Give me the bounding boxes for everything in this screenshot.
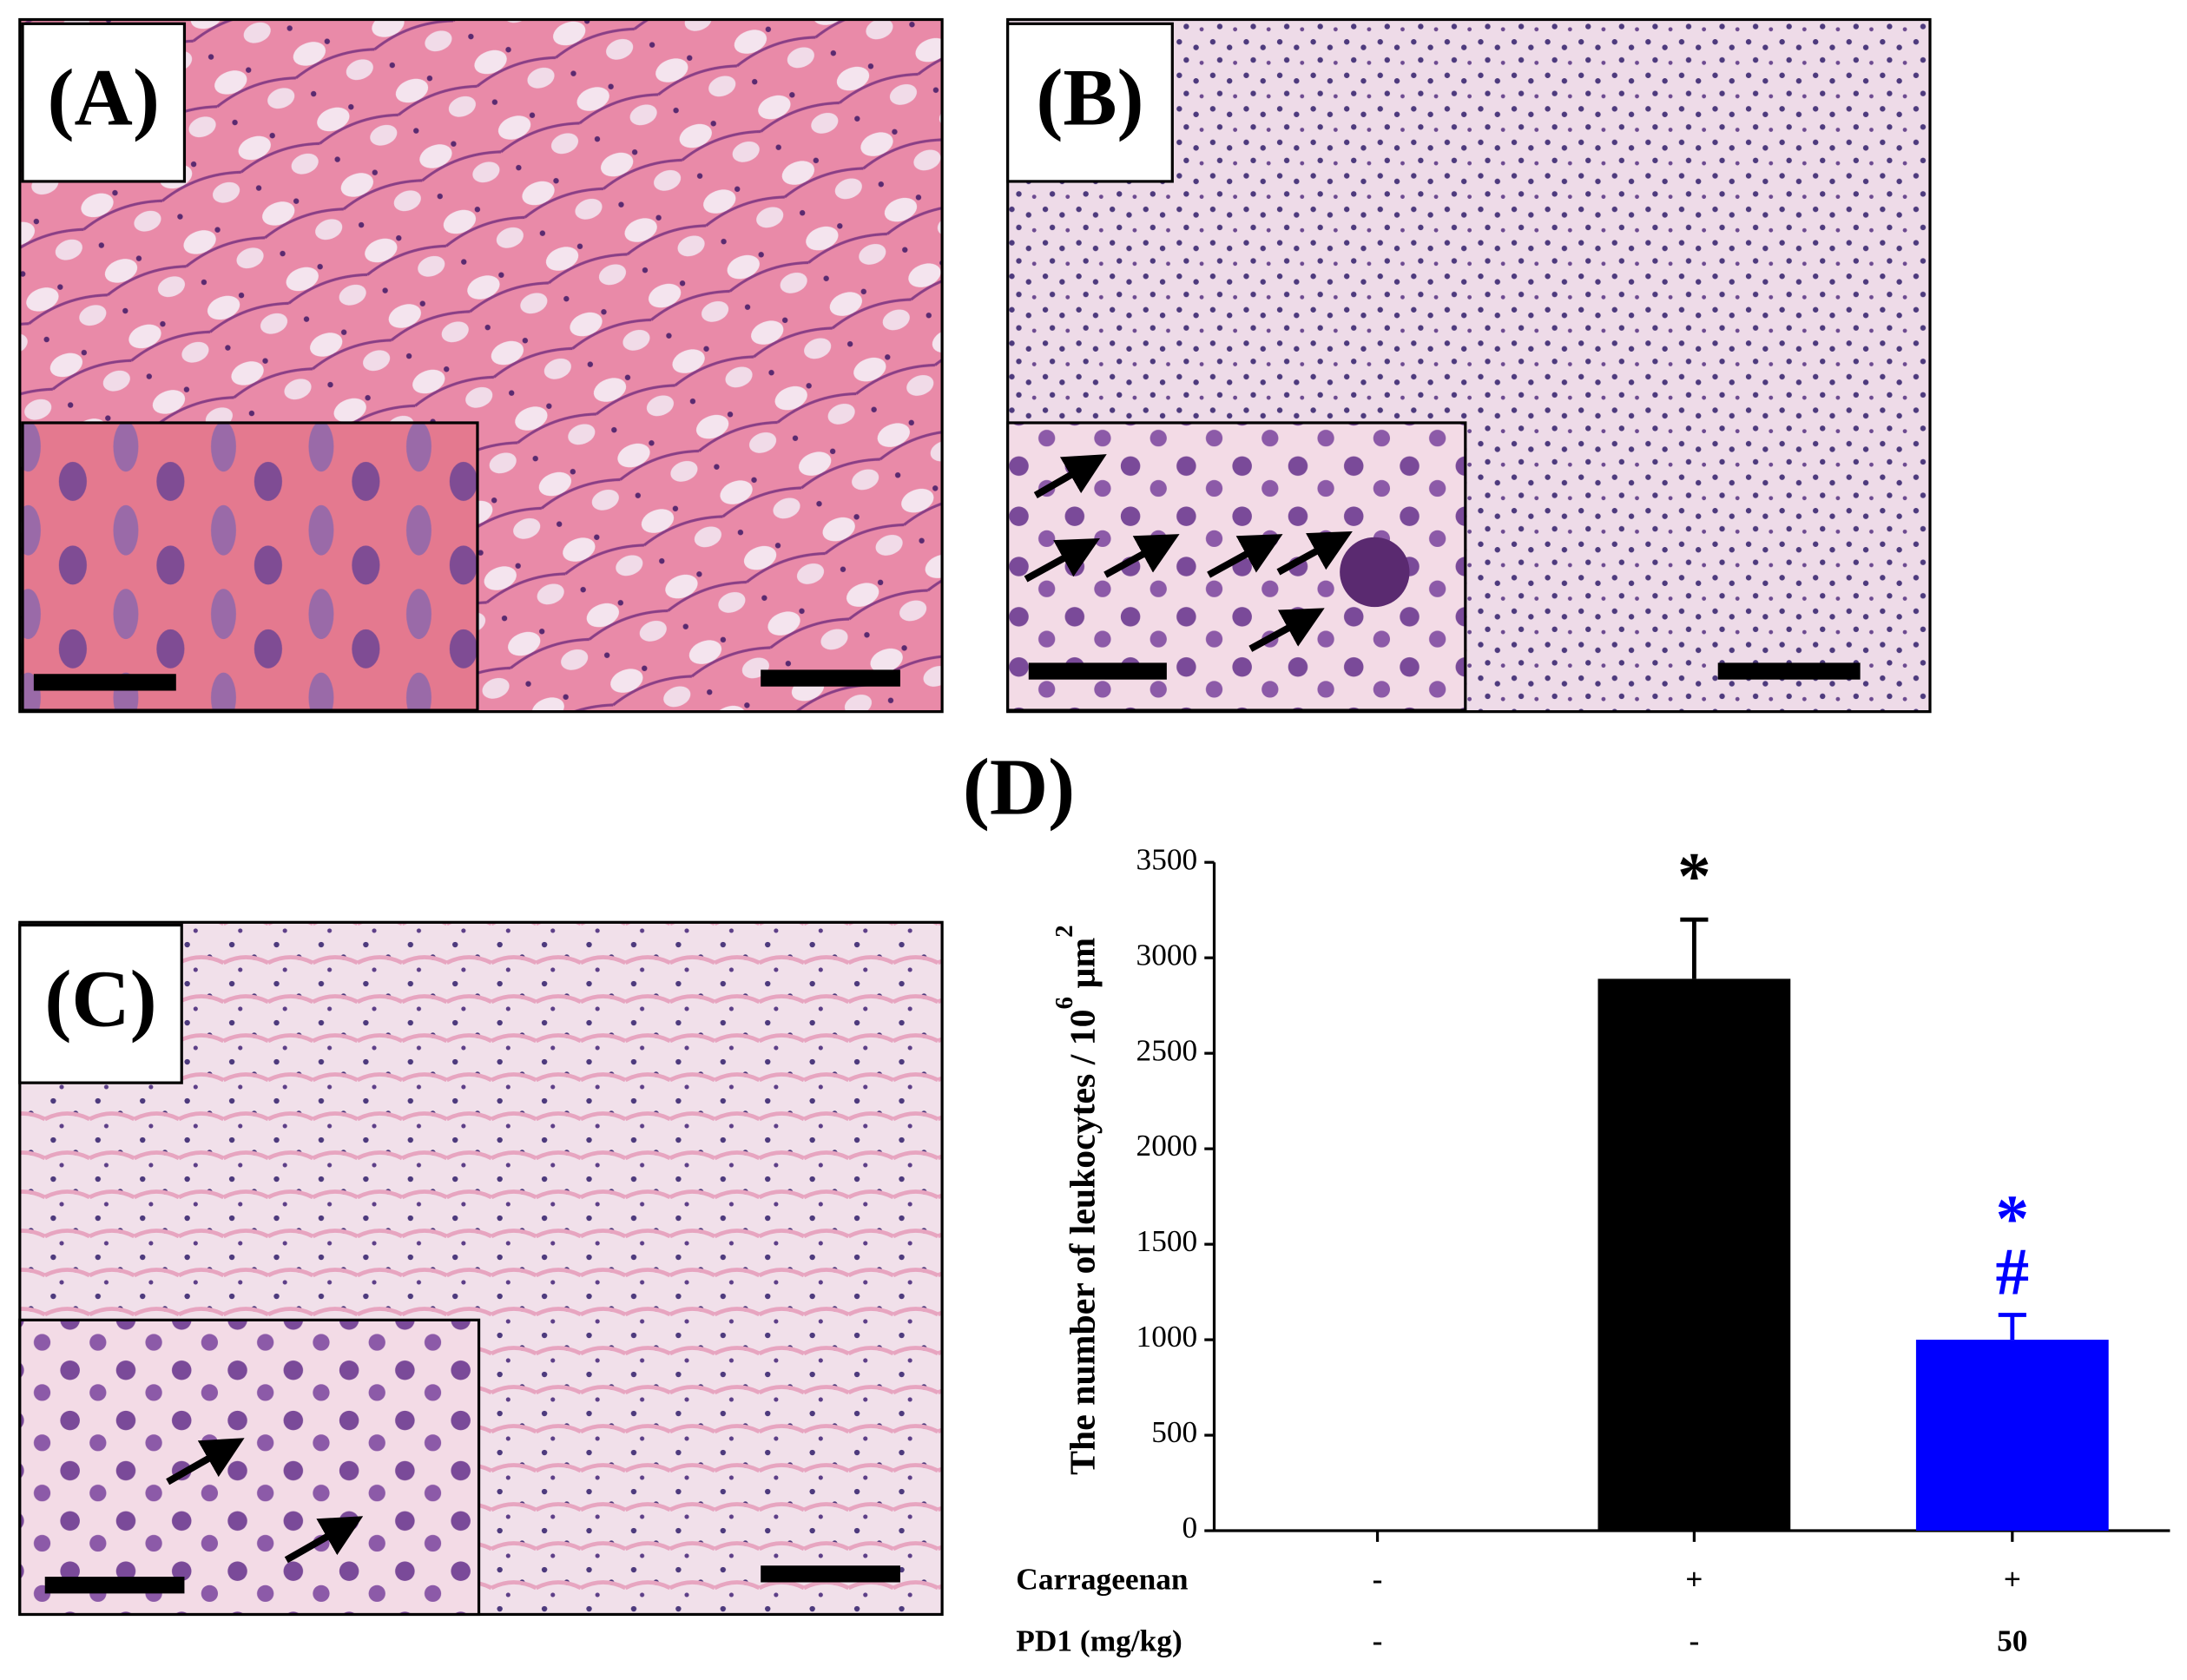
cell	[1340, 537, 1410, 608]
label-box	[1006, 22, 1174, 183]
scale-bar	[761, 1565, 900, 1583]
y-label-unit: μm	[1063, 938, 1103, 989]
y-tick-label: 500	[1151, 1414, 1197, 1449]
x-tick-label: -	[1373, 1623, 1383, 1657]
panel-label: (C)	[44, 955, 156, 1044]
inset	[21, 421, 479, 712]
panel-label: (A)	[48, 54, 160, 143]
y-label-text: The number of leukocytes / 10	[1063, 1009, 1103, 1474]
arrows	[1024, 454, 1353, 652]
x-tick-label: +	[1685, 1562, 1703, 1597]
y-label-exponent: 6	[1051, 997, 1078, 1009]
y-tick-label: 1000	[1136, 1319, 1198, 1354]
y-tick-label: 3500	[1136, 841, 1198, 876]
panel-label: (B)	[1036, 54, 1143, 143]
scale-bar	[761, 669, 900, 687]
bar	[1915, 1340, 2109, 1532]
bar-chart: (D) The number of leukocytes / 106 μm2 0 5…	[963, 742, 2171, 1657]
scale-bar	[1028, 662, 1167, 680]
label-box	[21, 22, 187, 183]
row-label: Carrageenan	[1016, 1562, 1189, 1597]
y-tick-label: 0	[1182, 1510, 1198, 1545]
x-tick-label: -	[1373, 1562, 1383, 1597]
row-label: PD1 (mg/kg)	[1016, 1623, 1182, 1657]
y-tick-label: 2000	[1136, 1128, 1198, 1163]
panel-b: (B)	[1006, 17, 1932, 714]
y-tick-label: 3000	[1136, 937, 1198, 972]
arrows	[166, 1438, 364, 1564]
significance-mark: *	[1996, 1181, 2030, 1255]
label-box	[18, 923, 183, 1084]
y-axis-label: The number of leukocytes / 106 μm2	[1051, 925, 1103, 1474]
panel-a: (A)	[18, 17, 944, 714]
bar	[1597, 978, 1791, 1532]
inset	[18, 1318, 481, 1617]
x-tick-label: +	[2004, 1562, 2021, 1597]
significance-mark: *	[1677, 839, 1711, 913]
scale-bar	[33, 674, 176, 691]
scale-bar	[44, 1577, 185, 1594]
x-tick-label: 50	[1997, 1623, 2027, 1657]
panel-c: (C)	[18, 920, 944, 1617]
x-tick-label: -	[1689, 1623, 1699, 1657]
scale-bar	[1717, 662, 1861, 680]
significance-mark: #	[1996, 1234, 2030, 1308]
y-tick-label: 2500	[1136, 1032, 1198, 1067]
y-label-exponent: 2	[1051, 925, 1078, 937]
panel-label: (D)	[963, 742, 1075, 832]
y-tick-label: 1500	[1136, 1223, 1198, 1258]
